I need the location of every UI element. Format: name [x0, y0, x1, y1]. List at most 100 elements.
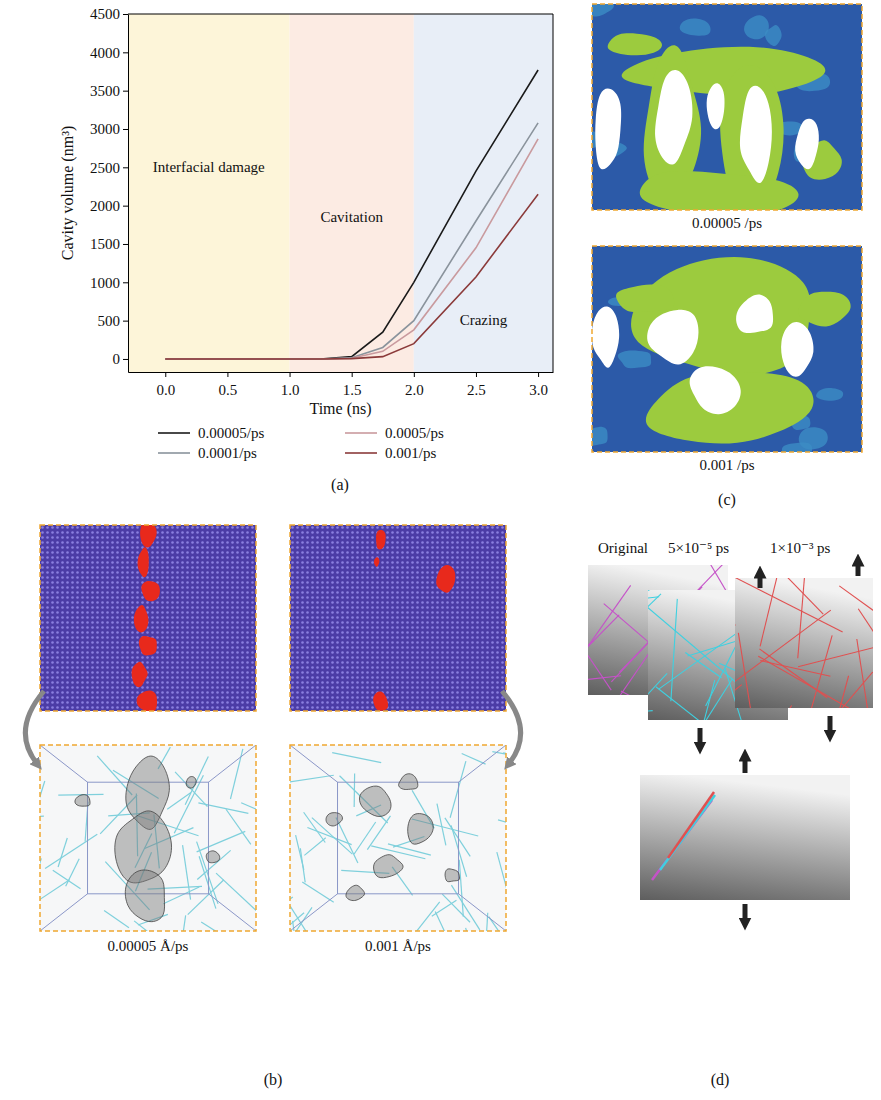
x-tick-mark — [476, 372, 477, 377]
y-tick: 0 — [113, 351, 129, 367]
density-spot — [816, 388, 843, 401]
x-tick: 1.5 — [343, 372, 362, 398]
fiber — [671, 599, 677, 701]
fiber — [839, 586, 873, 641]
cavity — [595, 89, 621, 170]
legend-label: 0.0005/ps — [385, 425, 444, 441]
y-tick-mark — [123, 129, 128, 130]
chain — [302, 882, 333, 902]
chain — [226, 809, 251, 844]
chain — [332, 753, 381, 763]
chain — [371, 846, 425, 859]
caption: 0.00005 Å/ps — [108, 938, 189, 954]
cavity-atoms — [132, 662, 148, 688]
image-background — [592, 246, 862, 452]
arrow — [25, 691, 44, 765]
y-axis-title: Cavity volume (nm³) — [59, 126, 77, 261]
panel-label: (c) — [718, 491, 736, 509]
legend: 0.00005/ps0.0001/ps0.0005/ps0.001/ps — [158, 425, 444, 461]
chain — [304, 812, 326, 842]
fiber — [682, 679, 732, 720]
plot-frame — [128, 14, 553, 372]
fiber — [648, 597, 659, 605]
x-tick: 0.0 — [156, 372, 175, 398]
y-tick: 1000 — [90, 275, 128, 291]
y-tick-mark — [123, 359, 128, 360]
cavity-surface — [186, 777, 196, 789]
cavity-surface — [346, 885, 365, 900]
y-tick-label: 0 — [113, 351, 121, 367]
legend-swatch — [158, 432, 190, 434]
arrow — [856, 560, 861, 576]
fiber — [588, 615, 619, 694]
region-label: Interfacial damage — [153, 159, 265, 175]
image-border — [40, 525, 256, 711]
image — [588, 565, 728, 695]
cavity — [781, 322, 813, 377]
region-label: Crazing — [460, 312, 508, 328]
y-tick-label: 500 — [98, 313, 121, 329]
chain — [40, 880, 70, 901]
chain — [53, 870, 81, 888]
x-tick-label: 1.5 — [343, 382, 362, 398]
y-tick-mark — [123, 244, 128, 245]
cavity-atoms — [140, 525, 157, 547]
x-tick: 2.0 — [405, 372, 424, 398]
y-tick-label: 4500 — [90, 6, 120, 22]
panel-c: 0.00005 /ps0.001 /ps — [582, 0, 862, 473]
cavity-surface — [374, 855, 404, 878]
density-spot — [680, 18, 711, 35]
cavity-atoms — [137, 690, 157, 711]
density-spot — [618, 351, 651, 369]
legend-swatch — [345, 452, 377, 454]
panel-label: (b) — [264, 1071, 283, 1089]
x-axis: 0.00.51.01.52.02.53.0 — [129, 372, 554, 398]
fiber — [735, 578, 843, 632]
chain — [45, 834, 97, 868]
chain — [188, 880, 224, 915]
x-axis-title: Time (ns) — [309, 400, 371, 418]
fiber — [759, 649, 827, 698]
chain — [179, 915, 186, 931]
cavity — [736, 295, 773, 334]
fiber — [656, 687, 740, 720]
cavity — [740, 86, 772, 183]
cavity-atoms — [134, 605, 149, 632]
chain — [174, 775, 203, 833]
fiber — [804, 635, 832, 708]
cavity — [647, 310, 698, 365]
series-line — [165, 194, 538, 359]
legend-swatch — [345, 432, 377, 434]
fiber — [648, 605, 738, 683]
chain — [201, 922, 236, 931]
y-tick: 4500 — [90, 6, 128, 22]
box-edge — [458, 745, 506, 782]
fiber — [760, 578, 779, 646]
chain — [437, 804, 446, 846]
chain — [290, 906, 326, 931]
panel-a: Interfacial damageCavitationCrazing0.00.… — [59, 6, 554, 461]
region — [128, 14, 290, 372]
y-tick: 3500 — [90, 83, 128, 99]
chain — [290, 775, 334, 785]
fiber — [858, 609, 873, 708]
fiber — [699, 680, 715, 720]
cavity-surface — [445, 869, 460, 882]
y-tick-label: 1000 — [90, 275, 120, 291]
chain — [300, 848, 305, 882]
fiber — [588, 642, 611, 690]
box-edge — [458, 894, 506, 931]
image — [640, 775, 850, 900]
y-tick-mark — [123, 167, 128, 168]
box-edge — [290, 894, 338, 931]
x-tick-label: 3.0 — [529, 382, 548, 398]
legend-label: 0.001/ps — [385, 445, 436, 461]
cavity-surface — [125, 870, 164, 922]
image — [40, 525, 256, 711]
fiber — [668, 792, 714, 858]
x-tick: 1.0 — [281, 372, 300, 398]
y-axis-line — [128, 15, 129, 373]
image-background — [290, 525, 506, 711]
cavity-surface — [75, 795, 90, 807]
fiber — [648, 590, 653, 611]
